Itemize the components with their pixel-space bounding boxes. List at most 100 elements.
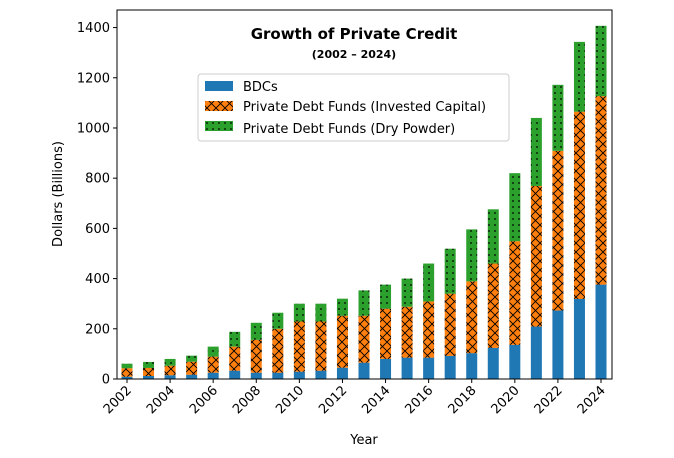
bar-invested-capital-2012: [336, 315, 348, 368]
bar-dry-powder-2016: [423, 263, 435, 302]
bar-bdcs-2004: [164, 375, 176, 379]
bar-bdcs-2023: [573, 298, 585, 379]
bar-dry-powder-2014: [380, 284, 392, 309]
bar-dry-powder-2010: [293, 303, 305, 322]
bar-dry-powder-2005: [186, 355, 198, 362]
bar-invested-capital-2009: [272, 328, 284, 373]
x-tick-label: 2014: [359, 383, 393, 417]
bar-bdcs-2017: [444, 355, 456, 379]
bar-bdcs-2015: [401, 357, 413, 379]
bar-invested-capital-2017: [444, 293, 456, 356]
y-axis: 0 200 400 600 800 1000 1200 1400: [77, 21, 117, 388]
bar-invested-capital-2005: [186, 361, 198, 375]
y-tick-label: 400: [85, 272, 110, 287]
bar-bdcs-2007: [229, 370, 241, 379]
plot-frame: [116, 9, 613, 380]
y-tick-label: 1400: [77, 21, 110, 36]
legend-swatch-bdcs: [205, 81, 233, 91]
bar-bdcs-2024: [595, 284, 607, 379]
bar-bdcs-2011: [315, 370, 327, 379]
x-tick-label: 2004: [144, 383, 178, 417]
bar-dry-powder-2021: [530, 117, 542, 186]
bar-dry-powder-2018: [466, 229, 478, 282]
bar-dry-powder-2012: [336, 298, 348, 316]
bar-dry-powder-2020: [509, 173, 521, 242]
x-tick-label: 2012: [316, 383, 350, 417]
bar-bdcs-2013: [358, 362, 370, 379]
bar-dry-powder-2004: [164, 358, 176, 366]
bar-dry-powder-2019: [487, 209, 499, 264]
bar-bdcs-2018: [466, 353, 478, 379]
bar-invested-capital-2003: [143, 367, 155, 376]
bar-invested-capital-2004: [164, 365, 176, 376]
x-tick-label: 2018: [446, 383, 480, 417]
bar-bdcs-2014: [380, 358, 392, 379]
legend-frame: [197, 73, 510, 142]
legend: BDCs Private Debt Funds (Invested Capita…: [197, 73, 510, 142]
bar-dry-powder-2022: [552, 84, 564, 151]
bar-dry-powder-2011: [315, 303, 327, 322]
bar-dry-powder-2023: [573, 41, 585, 112]
bar-bdcs-2008: [250, 372, 262, 379]
bar-invested-capital-2013: [358, 315, 370, 363]
bar-invested-capital-2014: [380, 308, 392, 359]
x-tick-label: 2020: [489, 383, 523, 417]
bar-invested-capital-2022: [552, 150, 564, 311]
legend-swatch-dry-powder: [205, 121, 233, 131]
bar-bdcs-2019: [487, 347, 499, 379]
bar-dry-powder-2008: [250, 322, 262, 340]
bar-invested-capital-2023: [573, 111, 585, 299]
bar-dry-powder-2024: [595, 25, 607, 97]
bar-invested-capital-2016: [423, 301, 435, 358]
x-tick-label: 2006: [187, 383, 221, 417]
bar-bdcs-2021: [530, 326, 542, 379]
bar-dry-powder-2009: [272, 312, 284, 329]
y-tick-label: 200: [85, 322, 110, 337]
bar-invested-capital-2011: [315, 321, 327, 371]
bar-dry-powder-2007: [229, 331, 241, 347]
bar-invested-capital-2020: [509, 241, 521, 345]
x-axis: 2002 2004 2006 2008 2010 2012 2014 2016 2018 2020…: [101, 379, 609, 417]
bar-dry-powder-2003: [143, 361, 155, 368]
x-tick-label: 2022: [532, 383, 566, 417]
bar-bdcs-2006: [207, 372, 219, 379]
y-tick-label: 0: [102, 373, 110, 388]
bar-bdcs-2012: [336, 367, 348, 379]
bar-invested-capital-2021: [530, 185, 542, 327]
chart-title: Growth of Private Credit: [251, 25, 458, 43]
chart-subtitle: (2002 – 2024): [312, 48, 396, 61]
bar-dry-powder-2002: [121, 363, 133, 369]
x-tick-label: 2002: [101, 383, 135, 417]
y-tick-label: 1000: [77, 121, 110, 136]
x-tick-label: 2008: [230, 383, 264, 417]
x-tick-label: 2024: [575, 383, 609, 417]
y-tick-label: 600: [85, 222, 110, 237]
y-axis-label: Dollars (Billions): [51, 141, 66, 247]
bar-invested-capital-2019: [487, 263, 499, 348]
x-tick-label: 2016: [402, 383, 436, 417]
bar-dry-powder-2013: [358, 290, 370, 316]
bar-invested-capital-2006: [207, 356, 219, 373]
bar-bdcs-2020: [509, 344, 521, 379]
bar-invested-capital-2007: [229, 346, 241, 371]
y-tick-label: 800: [85, 172, 110, 187]
legend-swatch-invested-capital: [205, 101, 233, 111]
bar-dry-powder-2015: [401, 278, 413, 307]
bar-dry-powder-2017: [444, 248, 456, 294]
bars-layer: [121, 25, 607, 379]
bar-bdcs-2003: [143, 375, 155, 379]
x-axis-label: Year: [349, 433, 378, 448]
bar-invested-capital-2010: [293, 321, 305, 372]
bar-bdcs-2009: [272, 372, 284, 379]
bar-bdcs-2002: [121, 376, 133, 379]
bar-bdcs-2022: [552, 310, 564, 379]
bar-invested-capital-2002: [121, 368, 133, 377]
x-tick-label: 2010: [273, 383, 307, 417]
legend-label-bdcs: BDCs: [243, 80, 278, 95]
legend-label-dry-powder: Private Debt Funds (Dry Powder): [243, 122, 455, 137]
bar-invested-capital-2024: [595, 96, 607, 285]
bar-invested-capital-2015: [401, 306, 413, 358]
bar-invested-capital-2008: [250, 339, 262, 373]
bar-bdcs-2005: [186, 374, 198, 379]
